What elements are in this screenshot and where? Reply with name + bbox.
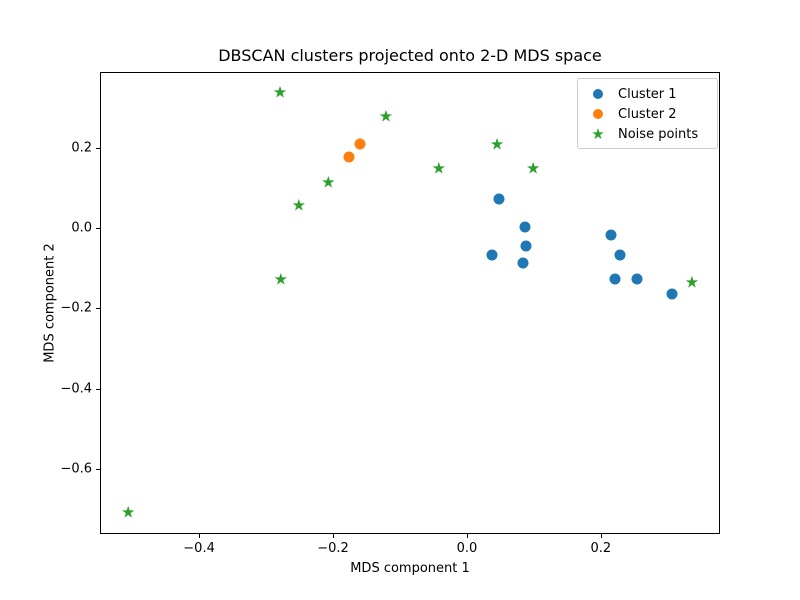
legend-circle-icon bbox=[593, 109, 603, 119]
x-tick-mark bbox=[466, 533, 468, 538]
legend-marker-cell bbox=[578, 109, 618, 119]
legend-marker-cell: ★ bbox=[578, 124, 618, 143]
x-tick-mark bbox=[199, 533, 201, 538]
x-tick-mark bbox=[333, 533, 334, 538]
scatter-point-cluster-1 bbox=[631, 273, 643, 285]
scatter-point-cluster-1 bbox=[520, 240, 532, 252]
plot-area bbox=[100, 72, 720, 534]
scatter-point-cluster-1 bbox=[493, 193, 505, 205]
legend-circle-icon bbox=[593, 89, 603, 99]
scatter-point-cluster-2 bbox=[354, 138, 366, 150]
y-axis-label: MDS component 2 bbox=[42, 243, 58, 363]
scatter-point-noise-points: ★ bbox=[431, 159, 446, 179]
legend-entry-cluster-1: Cluster 1 bbox=[578, 84, 717, 104]
scatter-point-cluster-1 bbox=[609, 273, 621, 285]
scatter-point-noise-points: ★ bbox=[489, 134, 505, 154]
legend-entry-noise-points: ★ Noise points bbox=[578, 124, 717, 144]
scatter-point-noise-points: ★ bbox=[120, 502, 136, 522]
scatter-point-cluster-2 bbox=[343, 151, 355, 163]
legend-label: Cluster 1 bbox=[618, 86, 677, 102]
legend-marker-cell bbox=[578, 89, 618, 99]
legend: Cluster 1 Cluster 2 ★ Noise points bbox=[577, 78, 718, 149]
scatter-point-cluster-1 bbox=[486, 249, 498, 261]
scatter-point-noise-points: ★ bbox=[378, 106, 394, 126]
x-tick-label: 0.2 bbox=[590, 541, 612, 556]
scatter-point-noise-points: ★ bbox=[321, 172, 336, 192]
legend-entry-cluster-2: Cluster 2 bbox=[578, 104, 717, 124]
scatter-point-cluster-1 bbox=[519, 221, 531, 233]
y-tick-mark bbox=[96, 228, 101, 230]
chart-title: DBSCAN clusters projected onto 2-D MDS s… bbox=[218, 46, 602, 65]
y-tick-label: −0.4 bbox=[60, 381, 92, 397]
y-tick-mark bbox=[96, 148, 101, 150]
scatter-point-cluster-1 bbox=[666, 288, 678, 300]
x-tick-mark bbox=[600, 533, 602, 538]
y-tick-mark bbox=[96, 468, 101, 470]
scatter-point-cluster-1 bbox=[614, 249, 626, 261]
x-tick-label: 0.0 bbox=[456, 541, 478, 556]
scatter-point-cluster-1 bbox=[517, 257, 529, 269]
y-tick-label: −0.6 bbox=[60, 461, 92, 477]
legend-label: Cluster 2 bbox=[618, 106, 677, 122]
y-tick-label: −0.2 bbox=[60, 300, 92, 316]
x-tick-label: −0.2 bbox=[317, 541, 349, 556]
scatter-point-noise-points: ★ bbox=[291, 195, 307, 215]
scatter-point-noise-points: ★ bbox=[526, 159, 541, 179]
scatter-point-noise-points: ★ bbox=[684, 272, 700, 292]
scatter-point-noise-points: ★ bbox=[273, 269, 288, 289]
x-axis-label: MDS component 1 bbox=[350, 561, 470, 576]
legend-label: Noise points bbox=[618, 126, 699, 142]
x-tick-label: −0.4 bbox=[183, 541, 215, 556]
y-tick-mark bbox=[96, 388, 101, 390]
scatter-point-noise-points: ★ bbox=[272, 82, 288, 102]
y-tick-label: 0.2 bbox=[71, 140, 92, 156]
y-tick-mark bbox=[96, 308, 101, 310]
y-tick-label: 0.0 bbox=[71, 220, 92, 236]
scatter-point-cluster-1 bbox=[605, 229, 617, 241]
legend-star-icon: ★ bbox=[591, 124, 605, 143]
